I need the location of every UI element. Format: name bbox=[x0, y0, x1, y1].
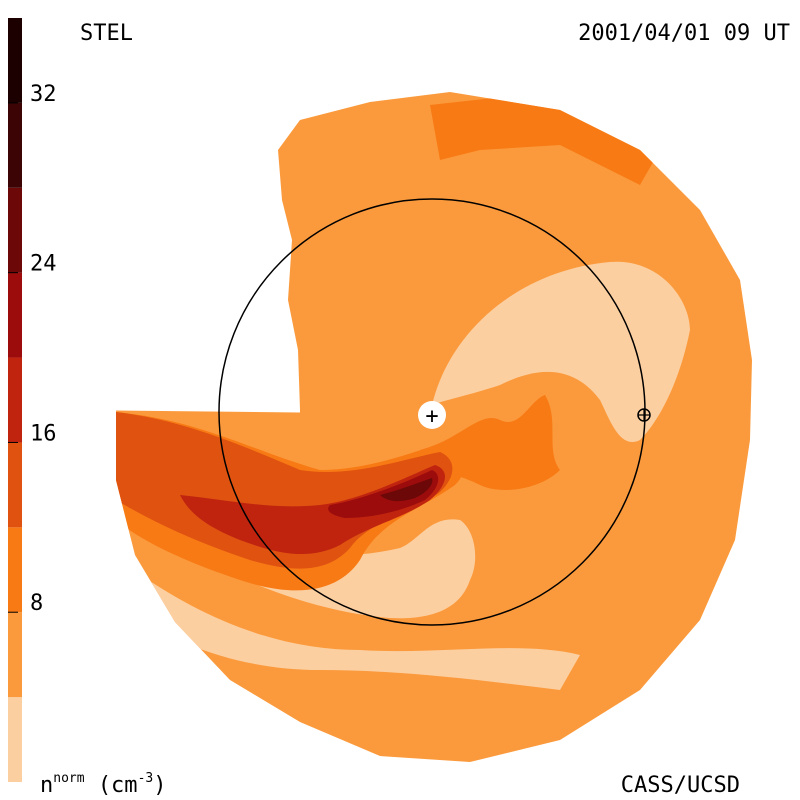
instrument-label: STEL bbox=[80, 21, 133, 46]
colorbar-band-12-16 bbox=[8, 442, 22, 528]
earth-orbit-circle bbox=[218, 198, 646, 626]
sun-marker: + bbox=[418, 401, 446, 429]
credit-label: CASS/UCSD bbox=[621, 773, 740, 798]
colorbar-band-24-28 bbox=[8, 187, 22, 273]
colorbar-band-0-4 bbox=[8, 697, 22, 782]
density-level-0-4-east bbox=[432, 261, 690, 442]
colorbar-band-28-32 bbox=[8, 102, 22, 188]
timestamp-label: 2001/04/01 09 UT bbox=[578, 21, 790, 46]
colorbar-band-8-12 bbox=[8, 527, 22, 613]
density-level-20-24 bbox=[328, 470, 439, 518]
density-level-24-28 bbox=[380, 478, 433, 502]
colorbar-tick-label-32: 32 bbox=[30, 82, 57, 107]
colorbar-tick-label-24: 24 bbox=[30, 252, 57, 277]
colorbar-band-16-20 bbox=[8, 357, 22, 443]
colorbar-band-32-36 bbox=[8, 18, 22, 103]
sun-symbol: + bbox=[425, 404, 438, 429]
colorbar-ticks: 8 16 24 32 bbox=[8, 82, 57, 616]
colorbar-tick-label-16: 16 bbox=[30, 421, 57, 446]
colorbar-tick-label-8: 8 bbox=[30, 591, 43, 616]
colorbar bbox=[8, 18, 22, 782]
density-map: + bbox=[115, 92, 752, 762]
density-level-16-20 bbox=[180, 465, 446, 555]
earth-marker bbox=[637, 408, 651, 422]
density-level-0-4-southwest bbox=[120, 560, 580, 690]
colorbar-unit-label: nnorm (cm-3) bbox=[40, 771, 166, 798]
colorbar-band-20-24 bbox=[8, 272, 22, 358]
colorbar-band-4-8 bbox=[8, 612, 22, 698]
data-gap-line bbox=[115, 407, 301, 413]
